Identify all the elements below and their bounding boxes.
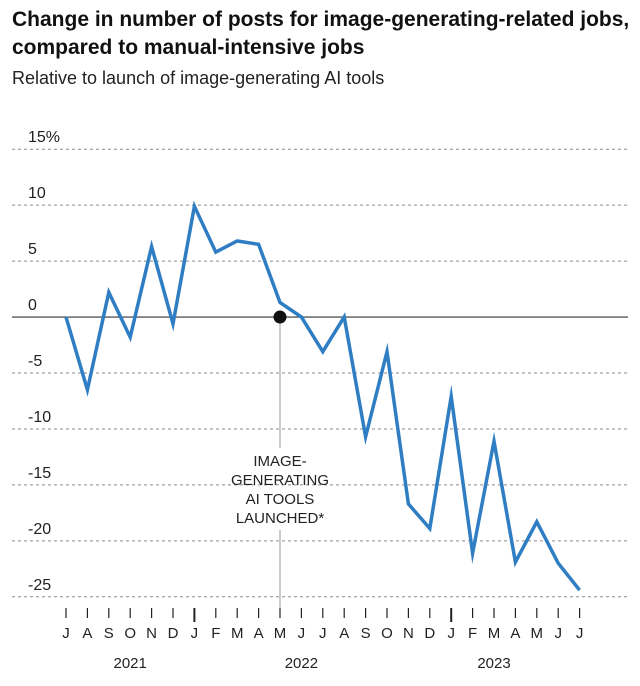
x-tick-label: J [298,625,306,642]
x-tick-label: N [146,625,157,642]
annotation-text: LAUNCHED* [236,510,325,527]
y-tick-label: 5 [28,241,37,258]
x-tick-label: A [510,625,520,642]
annotation-text: AI TOOLS [246,491,315,508]
x-tick-label: D [424,625,435,642]
x-tick-label: J [191,625,199,642]
x-tick-label: O [381,625,393,642]
x-tick-label: A [82,625,92,642]
chart-subtitle: Relative to launch of image-generating A… [12,68,385,88]
x-tick-label: J [576,625,584,642]
x-year-label: 2021 [114,655,147,672]
y-tick-label: -15 [28,465,51,482]
x-tick-label: F [468,625,477,642]
x-tick-label: S [104,625,114,642]
x-tick-label: M [274,625,287,642]
x-tick-label: S [361,625,371,642]
y-tick-label: -5 [28,353,42,370]
annotation-text: GENERATING [231,472,329,489]
x-tick-label: M [231,625,244,642]
series-line-path [64,200,581,592]
x-tick-label: O [124,625,136,642]
x-tick-label: D [168,625,179,642]
x-tick-label: J [554,625,562,642]
launch-annotation: IMAGE- GENERATING AI TOOLS LAUNCHED* [231,317,329,608]
y-tick-label: -20 [28,521,51,538]
x-year-label: 2023 [477,655,510,672]
y-tick-label: -25 [28,577,51,594]
x-tick-label: J [62,625,70,642]
x-tick-label: A [254,625,264,642]
launch-marker [273,310,287,324]
y-tick-label: 15% [28,129,60,146]
chart-title: Change in number of posts for image-gene… [12,8,630,59]
x-tick-label: J [319,625,327,642]
annotation-text: IMAGE- [253,453,306,470]
x-tick-label: M [488,625,501,642]
y-tick-label: 10 [28,185,46,202]
y-tick-label: 0 [28,297,37,314]
y-tick-label: -10 [28,409,51,426]
series-line [64,200,581,592]
x-tick-label: A [339,625,349,642]
y-axis-ticks: 15% 10 5 0 -5 -10 -15 -20 -25 [28,129,60,594]
x-tick-label: J [447,625,455,642]
x-tick-label: N [403,625,414,642]
x-year-label: 2022 [285,655,318,672]
x-tick-label: M [531,625,544,642]
x-tick-label: F [211,625,220,642]
gridlines [12,148,628,598]
